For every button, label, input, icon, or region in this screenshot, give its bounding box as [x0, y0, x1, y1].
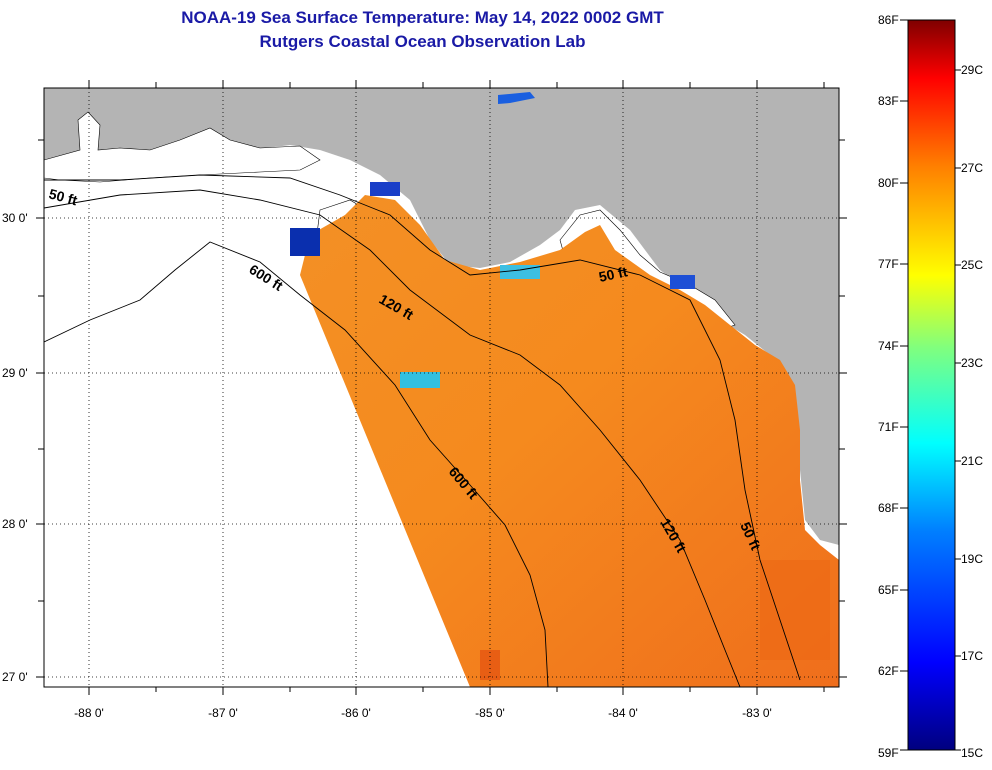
sst-cool-patch: [500, 265, 540, 279]
sst-cold-patch: [370, 182, 400, 196]
colorbar-label-f: 83F: [878, 94, 899, 108]
sst-cool-patch: [400, 372, 440, 388]
colorbar-label-f: 71F: [878, 420, 899, 434]
colorbar-label-f: 74F: [878, 339, 899, 353]
map-title: NOAA-19 Sea Surface Temperature: May 14,…: [181, 8, 664, 27]
graticule: [44, 88, 839, 687]
colorbar-label-c: 15C: [961, 746, 984, 760]
colorbar-label-c: 17C: [961, 649, 984, 663]
sst-cold-patch: [498, 92, 535, 104]
lat-label: 27 0': [2, 670, 28, 684]
contour-50ft: [44, 174, 801, 681]
contour-600ft: [44, 241, 549, 687]
lat-label: 29 0': [2, 366, 28, 380]
colorbar-label-c: 23C: [961, 356, 984, 370]
colorbar-label-c: 29C: [961, 63, 984, 77]
axis-ticks: [36, 80, 847, 695]
colorbar-label-f: 80F: [878, 176, 899, 190]
colorbar-label-f: 59F: [878, 746, 899, 760]
sst-cold-patch: [290, 228, 320, 256]
colorbar-label-f: 62F: [878, 664, 899, 678]
sst-warm-patch: [760, 560, 830, 660]
lon-label: -84 0': [608, 706, 638, 720]
lon-label: -83 0': [742, 706, 772, 720]
colorbar-label-c: 27C: [961, 161, 984, 175]
land-area: [44, 88, 839, 545]
contour-label: 50 ft: [597, 263, 629, 285]
lat-label: 28 0': [2, 517, 28, 531]
colorbar-label-f: 68F: [878, 501, 899, 515]
lon-label: -88 0': [74, 706, 104, 720]
lon-label: -87 0': [208, 706, 238, 720]
lon-label: -86 0': [341, 706, 371, 720]
colorbar-label-c: 19C: [961, 552, 984, 566]
map-subtitle: Rutgers Coastal Ocean Observation Lab: [259, 32, 586, 51]
lon-label: -85 0': [475, 706, 505, 720]
colorbar-label-f: 77F: [878, 257, 899, 271]
colorbar-label-c: 21C: [961, 454, 984, 468]
colorbar-label-c: 25C: [961, 258, 984, 272]
contour-120ft: [44, 189, 741, 687]
sst-cold-patch: [670, 275, 695, 289]
sst-swath: [300, 195, 839, 687]
colorbar-label-f: 65F: [878, 583, 899, 597]
colorbar: [907, 19, 956, 751]
contour-label: 50 ft: [47, 185, 79, 208]
colorbar-label-f: 86F: [878, 13, 899, 27]
colorbar-ticks: [900, 19, 961, 751]
lat-label: 30 0': [2, 211, 28, 225]
